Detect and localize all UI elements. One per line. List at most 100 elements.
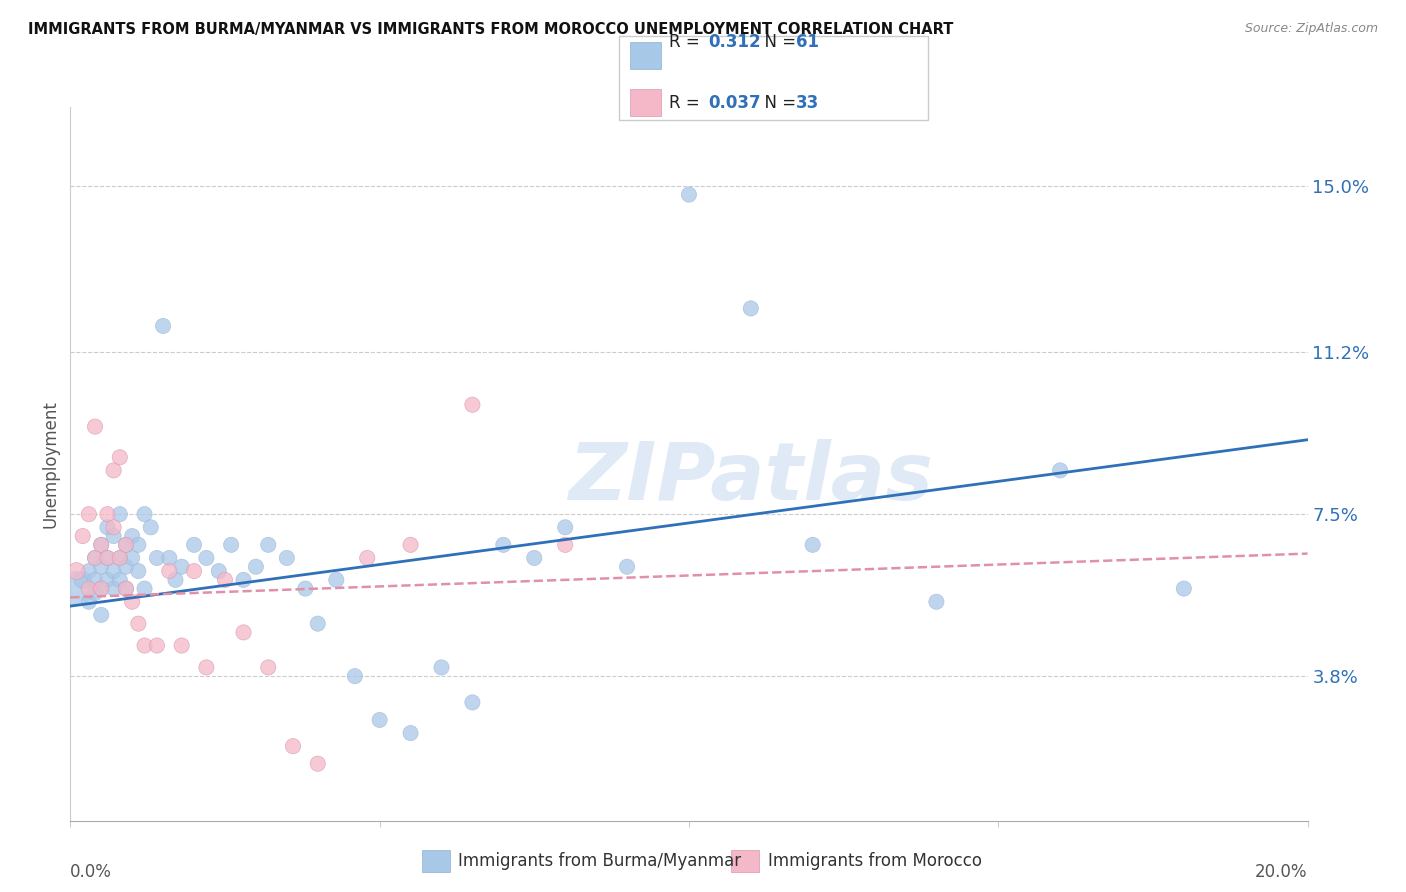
- Point: [554, 520, 576, 534]
- Point: [108, 551, 131, 566]
- Text: Immigrants from Burma/Myanmar: Immigrants from Burma/Myanmar: [458, 852, 741, 870]
- Point: [77, 595, 100, 609]
- Point: [195, 551, 218, 566]
- Point: [115, 559, 138, 574]
- Point: [134, 582, 156, 596]
- Point: [257, 660, 280, 674]
- Point: [281, 739, 304, 754]
- Point: [84, 586, 107, 600]
- Text: Source: ZipAtlas.com: Source: ZipAtlas.com: [1244, 22, 1378, 36]
- Point: [134, 639, 156, 653]
- Point: [307, 756, 329, 771]
- Point: [1049, 463, 1071, 477]
- Text: 0.312: 0.312: [709, 33, 761, 51]
- Point: [90, 607, 112, 622]
- Point: [368, 713, 391, 727]
- Point: [1173, 582, 1195, 596]
- Text: R =: R =: [669, 94, 706, 112]
- Point: [183, 538, 205, 552]
- Point: [108, 450, 131, 465]
- Point: [115, 582, 138, 596]
- Point: [134, 507, 156, 521]
- Point: [127, 538, 149, 552]
- Point: [195, 660, 218, 674]
- Point: [399, 538, 422, 552]
- Point: [72, 529, 94, 543]
- Point: [90, 559, 112, 574]
- Point: [461, 695, 484, 709]
- Point: [165, 573, 187, 587]
- Point: [72, 573, 94, 587]
- Point: [108, 573, 131, 587]
- Point: [183, 564, 205, 578]
- Point: [115, 582, 138, 596]
- Point: [96, 520, 118, 534]
- Point: [925, 595, 948, 609]
- Point: [127, 564, 149, 578]
- Point: [430, 660, 453, 674]
- Text: N =: N =: [754, 33, 801, 51]
- Point: [84, 419, 107, 434]
- Point: [214, 573, 236, 587]
- Text: N =: N =: [754, 94, 801, 112]
- Point: [616, 559, 638, 574]
- Text: IMMIGRANTS FROM BURMA/MYANMAR VS IMMIGRANTS FROM MOROCCO UNEMPLOYMENT CORRELATIO: IMMIGRANTS FROM BURMA/MYANMAR VS IMMIGRA…: [28, 22, 953, 37]
- Point: [77, 582, 100, 596]
- Point: [115, 538, 138, 552]
- Text: 0.037: 0.037: [709, 94, 761, 112]
- Text: 61: 61: [796, 33, 818, 51]
- Point: [152, 318, 174, 333]
- Point: [325, 573, 347, 587]
- Point: [678, 187, 700, 202]
- Point: [219, 538, 242, 552]
- Point: [121, 551, 143, 566]
- Text: ZIPatlas: ZIPatlas: [568, 439, 934, 517]
- Y-axis label: Unemployment: Unemployment: [41, 400, 59, 528]
- Point: [208, 564, 231, 578]
- Point: [146, 551, 169, 566]
- Point: [96, 507, 118, 521]
- Point: [96, 551, 118, 566]
- Point: [108, 507, 131, 521]
- Point: [232, 573, 254, 587]
- Point: [65, 564, 87, 578]
- Text: 20.0%: 20.0%: [1256, 863, 1308, 881]
- Point: [84, 551, 107, 566]
- Point: [127, 616, 149, 631]
- Point: [77, 507, 100, 521]
- Point: [276, 551, 298, 566]
- Text: Immigrants from Morocco: Immigrants from Morocco: [768, 852, 981, 870]
- Point: [108, 551, 131, 566]
- Point: [103, 529, 125, 543]
- Point: [157, 551, 180, 566]
- Point: [90, 582, 112, 596]
- Point: [121, 595, 143, 609]
- Text: R =: R =: [669, 33, 706, 51]
- Point: [139, 520, 162, 534]
- Point: [170, 559, 193, 574]
- Point: [307, 616, 329, 631]
- Point: [90, 538, 112, 552]
- Point: [103, 463, 125, 477]
- Point: [146, 639, 169, 653]
- Point: [115, 538, 138, 552]
- Point: [554, 538, 576, 552]
- Point: [103, 564, 125, 578]
- Point: [399, 726, 422, 740]
- Point: [294, 582, 316, 596]
- Point: [96, 573, 118, 587]
- Point: [257, 538, 280, 552]
- Point: [523, 551, 546, 566]
- Point: [77, 564, 100, 578]
- Text: 0.0%: 0.0%: [70, 863, 112, 881]
- Point: [343, 669, 366, 683]
- Point: [356, 551, 378, 566]
- Point: [801, 538, 824, 552]
- Point: [90, 582, 112, 596]
- Point: [157, 564, 180, 578]
- Point: [84, 551, 107, 566]
- Point: [245, 559, 267, 574]
- Point: [492, 538, 515, 552]
- Point: [232, 625, 254, 640]
- Point: [65, 582, 87, 596]
